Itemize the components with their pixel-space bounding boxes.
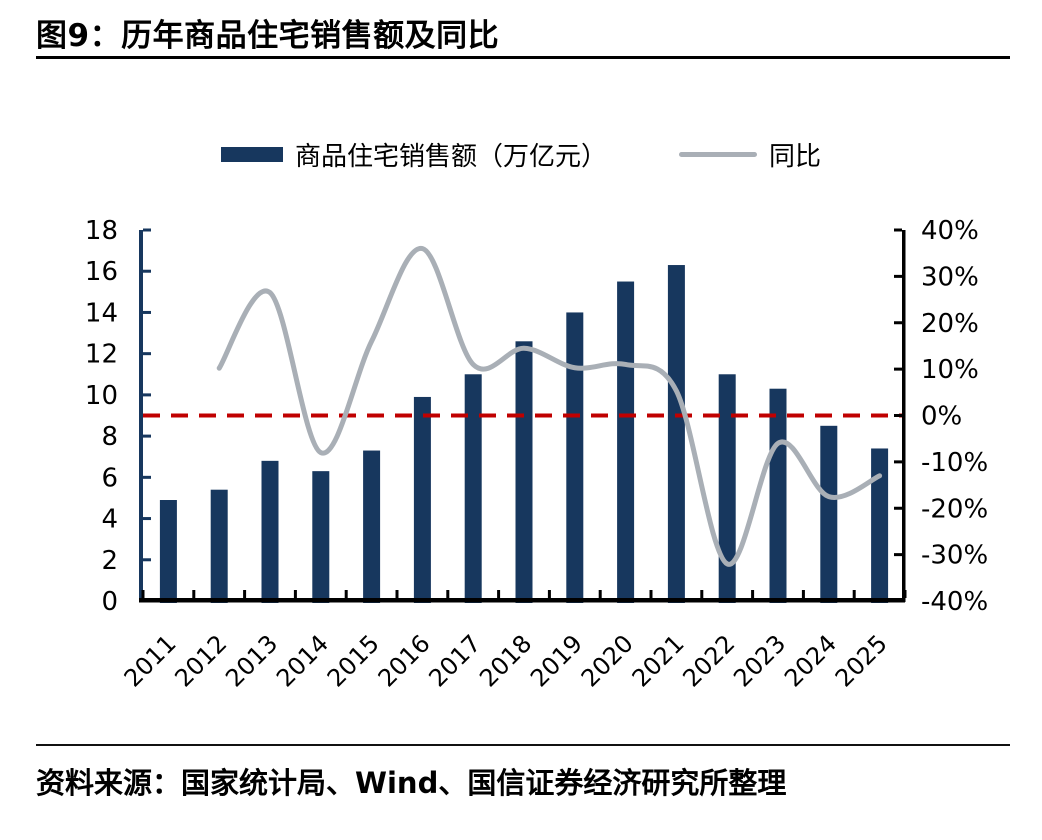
left-axis-tick	[143, 558, 151, 562]
bar-2022	[718, 374, 736, 603]
legend-bar-swatch	[220, 146, 283, 162]
bar-2021	[667, 265, 685, 603]
left-axis-tick	[143, 310, 151, 314]
bar-2018	[515, 341, 533, 603]
x-axis-label-2012: 2012	[169, 629, 232, 692]
legend-item-sales: 商品住宅销售额（万亿元）	[220, 136, 607, 173]
x-axis-label-2025: 2025	[830, 629, 893, 692]
bottom-axis-spine	[139, 598, 905, 603]
right-axis-tick-label: -30%	[921, 541, 988, 571]
bottom-axis-tick	[751, 590, 755, 598]
bottom-axis-tick	[649, 590, 653, 598]
left-axis-tick-label: 0	[101, 587, 118, 617]
source-note: 资料来源：国家统计局、Wind、国信证券经济研究所整理	[36, 766, 787, 800]
right-axis-tick-label: 20%	[921, 309, 979, 339]
legend-line-swatch	[679, 151, 757, 157]
x-axis-label-2017: 2017	[423, 629, 486, 692]
left-axis-spine	[139, 230, 143, 602]
bar-2025	[871, 448, 889, 603]
x-axis-label-2018: 2018	[474, 629, 537, 692]
chart-canvas: 18 16 14 12 10 8 6 4 2 0 40% 30% 20% 10% 0% -10% -20% -30…	[85, 216, 988, 692]
x-axis-label-2023: 2023	[728, 629, 791, 692]
bar-2024	[820, 425, 838, 603]
right-axis-tick	[894, 367, 902, 371]
bar-2012	[210, 489, 228, 603]
left-axis-tick	[143, 517, 151, 521]
yoy-line	[216, 246, 883, 567]
bar-2011	[159, 500, 177, 603]
left-axis-tick-label: 2	[101, 546, 118, 576]
left-axis-tick-label: 12	[85, 340, 118, 370]
bottom-axis-tick	[903, 590, 907, 598]
left-axis-tick-label: 16	[85, 257, 118, 287]
bar-2019	[566, 312, 584, 603]
x-axis-label-2021: 2021	[627, 629, 690, 692]
left-axis-tick-label: 4	[101, 505, 118, 535]
legend-bar-label: 商品住宅销售额（万亿元）	[294, 141, 607, 172]
x-axis-label-2020: 2020	[576, 629, 639, 692]
right-axis-tick-label: 10%	[921, 355, 979, 385]
bottom-axis-tick	[395, 590, 399, 598]
bar-2017	[464, 374, 482, 603]
bar-2020	[617, 281, 635, 603]
right-axis-spine	[902, 230, 906, 602]
right-axis-tick	[894, 228, 902, 232]
bottom-axis-tick	[344, 590, 348, 598]
bar-2013	[261, 460, 279, 603]
right-axis-tick-label: 30%	[921, 262, 979, 292]
right-axis-tick	[894, 553, 902, 557]
right-axis-tick-label: -10%	[921, 448, 988, 478]
bar-2016	[413, 396, 431, 603]
bar-2014	[312, 471, 330, 603]
x-axis-label-2013: 2013	[220, 629, 283, 692]
left-axis-tick	[143, 269, 151, 273]
right-axis-tick	[894, 414, 902, 417]
left-axis-tick	[143, 228, 151, 232]
legend: 商品住宅销售额（万亿元） 同比	[0, 134, 1042, 174]
bottom-axis-tick	[598, 590, 602, 598]
left-axis-tick	[143, 393, 151, 397]
right-axis-tick	[894, 506, 902, 510]
left-axis-tick	[143, 434, 151, 438]
bar-2015	[363, 450, 381, 603]
bottom-axis-tick	[446, 590, 450, 598]
legend-item-yoy: 同比	[679, 136, 821, 173]
left-axis-tick-label: 14	[85, 298, 118, 328]
title-rule	[36, 56, 1010, 59]
bottom-axis-tick	[141, 590, 145, 598]
bottom-axis-tick	[700, 590, 704, 598]
legend-line-label: 同比	[769, 141, 822, 172]
x-axis-label-2015: 2015	[322, 629, 385, 692]
right-axis-tick-label: 40%	[921, 216, 979, 246]
figure-title: 图9：历年商品住宅销售额及同比	[36, 18, 500, 54]
x-axis-label-2024: 2024	[779, 629, 842, 692]
left-axis-tick-label: 18	[85, 216, 118, 246]
x-axis-label-2011: 2011	[119, 629, 182, 692]
bottom-axis-tick	[547, 590, 551, 598]
source-rule	[36, 744, 1010, 746]
x-axis-label-2019: 2019	[525, 629, 588, 692]
bottom-axis-tick	[293, 590, 297, 598]
bottom-axis-tick	[801, 590, 805, 598]
right-axis-tick	[894, 460, 902, 464]
right-axis-tick-label: -20%	[921, 494, 988, 524]
bar-2023	[769, 388, 787, 603]
left-axis-tick-label: 8	[101, 422, 118, 452]
right-axis-tick-label: -40%	[921, 587, 988, 617]
right-axis-tick	[894, 321, 902, 325]
left-axis-tick-label: 10	[85, 381, 118, 411]
bottom-axis-tick	[192, 590, 196, 598]
x-axis-label-2016: 2016	[373, 629, 436, 692]
right-axis-tick-label: 0%	[921, 402, 962, 432]
left-axis-tick	[143, 475, 151, 479]
left-axis-tick-label: 6	[101, 463, 118, 493]
bottom-axis-tick	[243, 590, 247, 598]
left-axis-tick	[143, 352, 151, 356]
x-axis-label-2014: 2014	[271, 629, 334, 692]
x-axis-label-2022: 2022	[677, 629, 740, 692]
bottom-axis-tick	[497, 590, 501, 598]
right-axis-tick	[894, 274, 902, 278]
bottom-axis-tick	[852, 590, 856, 598]
